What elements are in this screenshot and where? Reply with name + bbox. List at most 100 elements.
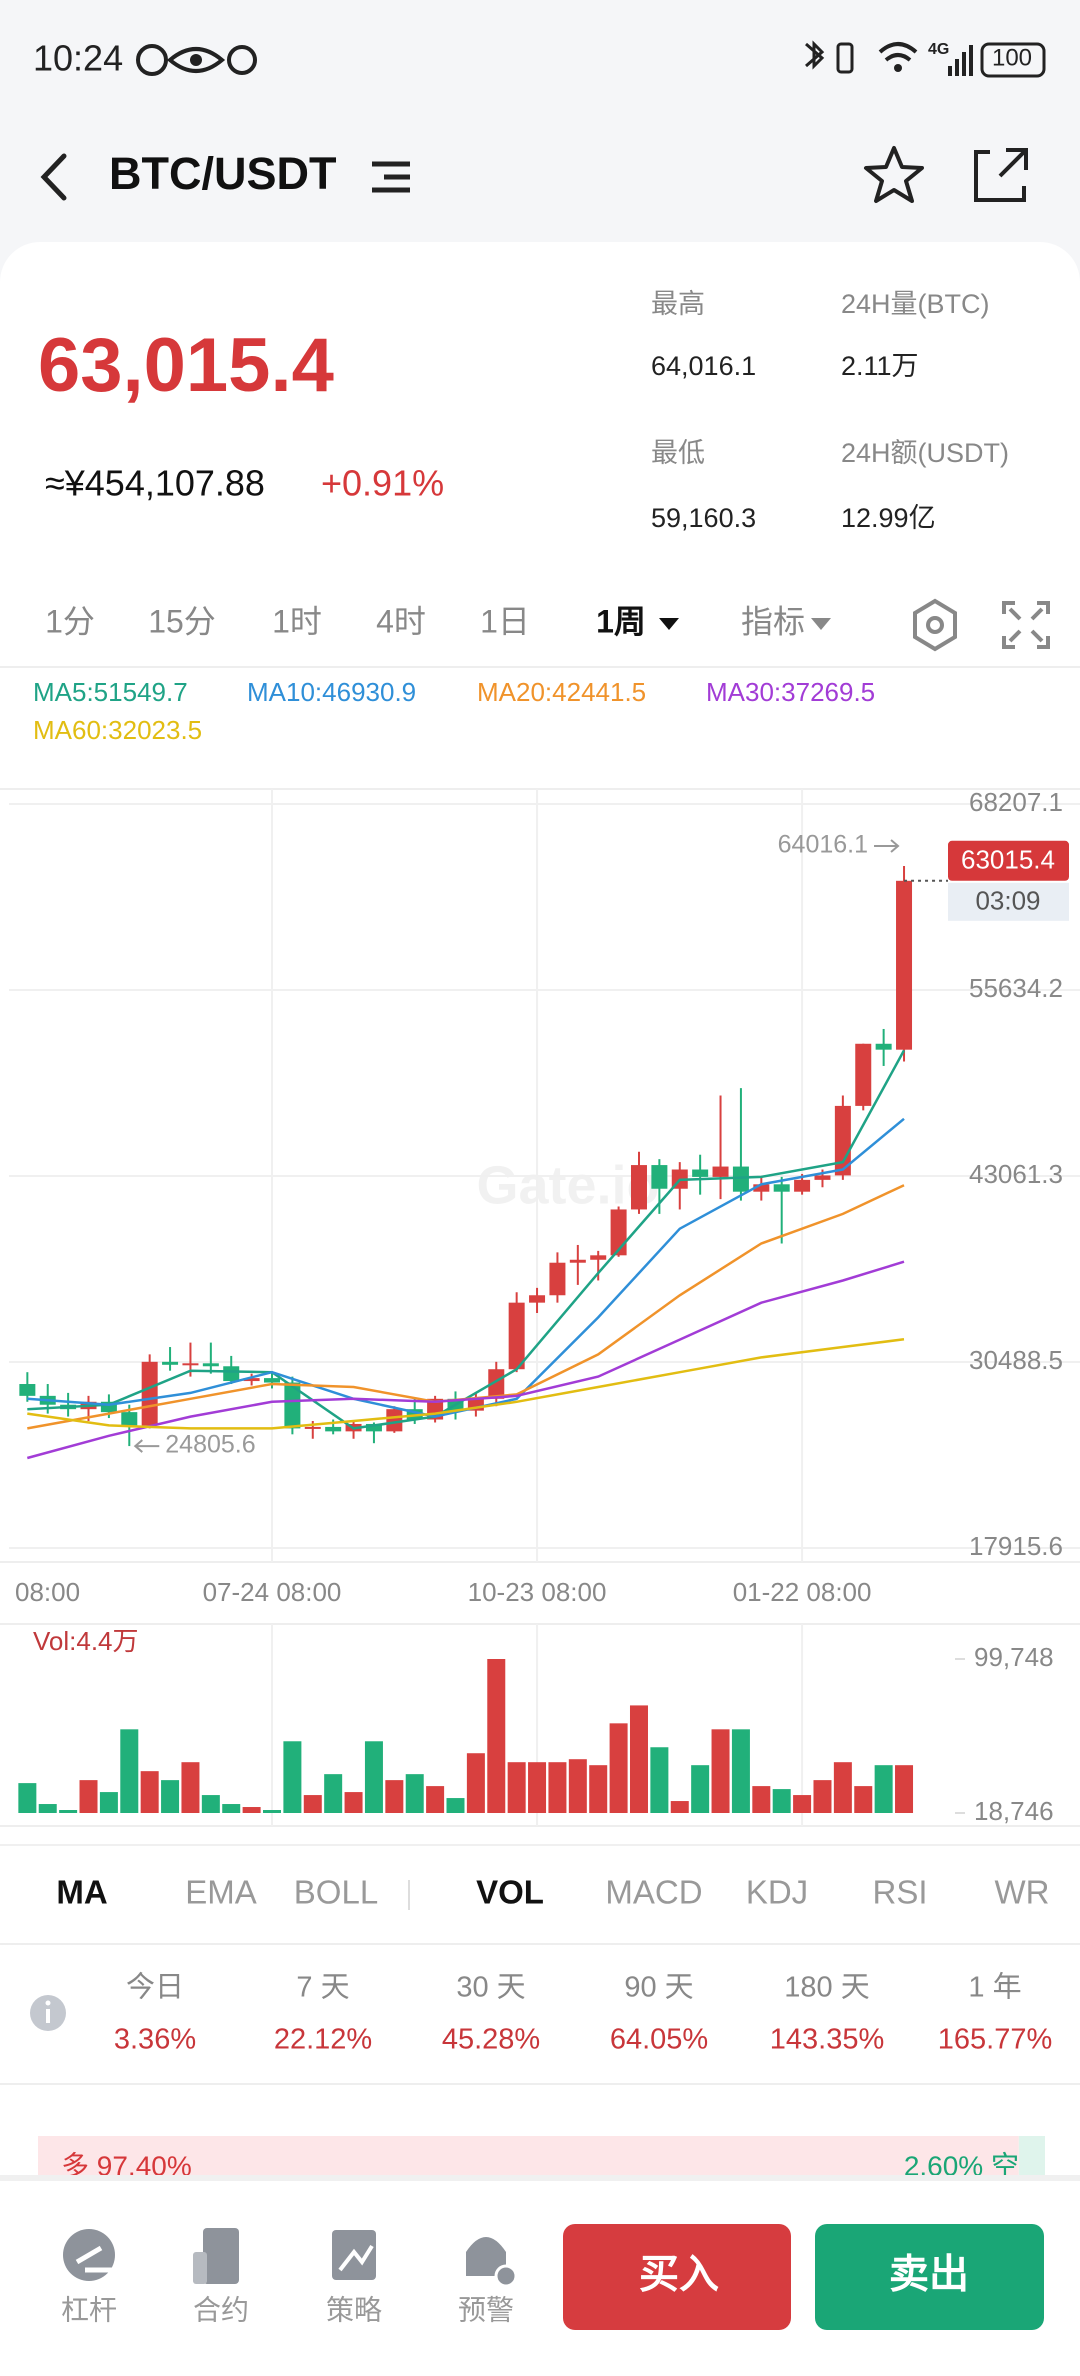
price-change: +0.91%	[321, 463, 444, 504]
candle-body	[223, 1366, 240, 1382]
status-icon	[227, 45, 257, 75]
timeframe-tab[interactable]: 1分	[45, 603, 95, 639]
nav-item[interactable]: 合约	[193, 2294, 249, 2325]
candle-body	[732, 1166, 749, 1192]
nav-item[interactable]: 杠杆	[61, 2294, 117, 2325]
share-icon[interactable]	[974, 148, 1028, 202]
fullscreen-icon[interactable]	[1002, 601, 1050, 649]
ma-legend: MA10:46930.9	[247, 677, 416, 707]
volume-bar	[752, 1786, 771, 1813]
timeframe-tab[interactable]: 1日	[480, 603, 530, 639]
y-tick-label: 17915.6	[969, 1531, 1063, 1561]
volume-bar	[507, 1762, 526, 1813]
watermark: Gate.io	[476, 1155, 659, 1215]
indicator-tab[interactable]: MACD	[605, 1874, 702, 1911]
volume-bar	[793, 1795, 812, 1813]
volume-bar	[79, 1780, 98, 1813]
return-value: 143.35%	[770, 2024, 885, 2056]
indicator-tab[interactable]: EMA	[185, 1874, 257, 1911]
timeframe-tab[interactable]: 4时	[376, 603, 426, 639]
nav-icon	[466, 2237, 506, 2276]
candle-body	[794, 1179, 811, 1192]
indicator-tab[interactable]: VOL	[476, 1874, 544, 1911]
volume-bar	[833, 1762, 852, 1813]
indicator-tab[interactable]: WR	[995, 1874, 1050, 1911]
volume-bar	[140, 1771, 159, 1813]
stat-label: 24H额(USDT)	[841, 438, 1009, 468]
status-icon	[190, 54, 202, 66]
nav-icon	[203, 2228, 239, 2284]
y-tick-label: 68207.1	[969, 787, 1063, 817]
buy-label: 买入	[639, 2253, 719, 2297]
countdown-tag	[948, 882, 1069, 921]
nav-item[interactable]: 预警	[458, 2294, 514, 2325]
candle-body	[365, 1423, 382, 1432]
ma-line	[26, 1260, 905, 1460]
candle-body	[712, 1166, 729, 1177]
candle-body	[630, 1165, 647, 1210]
timeframe-tab[interactable]: 1时	[272, 603, 322, 639]
buy-button[interactable]	[563, 2224, 791, 2330]
status-battery: 100	[992, 44, 1032, 71]
return-value: 165.77%	[938, 2024, 1053, 2056]
status-icon	[980, 42, 1046, 78]
indicator-tab[interactable]: MA	[56, 1874, 107, 1911]
candle-body	[100, 1401, 117, 1413]
back-button[interactable]	[40, 153, 67, 201]
settings-icon[interactable]	[926, 616, 944, 634]
volume-bar	[609, 1723, 628, 1813]
stat-value: 2.11万	[841, 351, 919, 381]
return-value: 64.05%	[610, 2024, 708, 2056]
timeframe-tab[interactable]: 15分	[148, 603, 216, 639]
volume-bar	[650, 1747, 669, 1813]
sell-label: 卖出	[889, 2253, 969, 2297]
status-icon	[805, 40, 825, 70]
settings-icon[interactable]	[913, 598, 957, 652]
x-tick-label: 10-23 08:00	[468, 1577, 607, 1607]
return-value: 45.28%	[442, 2024, 540, 2056]
ma-line	[27, 1338, 905, 1430]
return-value: 3.36%	[114, 2024, 196, 2056]
indicator-tab[interactable]: KDJ	[746, 1874, 808, 1911]
nav-icon	[75, 2245, 115, 2273]
return-period: 30 天	[456, 1972, 525, 2004]
nav-item[interactable]: 策略	[326, 2294, 382, 2325]
volume-bar	[405, 1774, 424, 1813]
indicator-tab[interactable]: RSI	[872, 1874, 927, 1911]
stat-label: 最高	[651, 289, 705, 319]
nav-icon	[193, 2252, 207, 2284]
volume-bar	[222, 1804, 241, 1813]
stat-value: 59,160.3	[651, 503, 756, 533]
y-tick-label: 99,748	[974, 1642, 1054, 1672]
candle-body	[304, 1426, 321, 1429]
candle-body	[284, 1382, 301, 1429]
favorite-star[interactable]	[864, 146, 924, 203]
timeframe-tab[interactable]: 指标	[741, 603, 805, 639]
candle-body	[834, 1105, 851, 1176]
volume-bar	[731, 1729, 750, 1813]
sell-button[interactable]	[815, 2224, 1044, 2330]
candle-body	[508, 1302, 525, 1370]
indicator-tab[interactable]: BOLL	[294, 1874, 378, 1911]
candle-body	[386, 1409, 403, 1432]
pair-title[interactable]: BTC/USDT	[109, 148, 336, 199]
candle-body	[651, 1165, 668, 1189]
candle-body	[875, 1043, 892, 1050]
candle-body	[753, 1184, 770, 1192]
price-tag	[948, 840, 1069, 881]
volume-bar	[161, 1780, 180, 1813]
ma-line	[27, 1049, 906, 1430]
candle-body	[590, 1255, 607, 1260]
volume-bar	[385, 1780, 404, 1813]
candle-body	[529, 1295, 546, 1303]
timeframe-tab[interactable]: 1周	[596, 603, 646, 639]
return-period: 今日	[126, 1971, 184, 2004]
volume-bar	[528, 1762, 547, 1813]
volume-bar	[772, 1789, 791, 1813]
ma-legend: MA60:32023.5	[33, 715, 202, 745]
info-icon	[45, 2000, 51, 2006]
dropdown-arrow	[811, 618, 831, 630]
return-period: 90 天	[624, 1972, 693, 2004]
